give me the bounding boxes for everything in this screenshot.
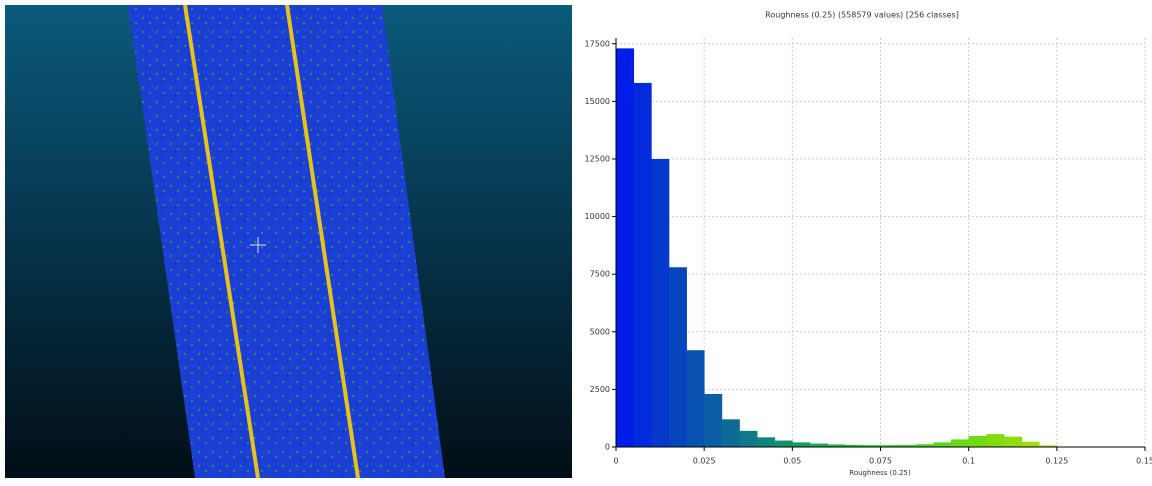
y-tick-label: 10000 [585,212,610,221]
y-tick-label: 5000 [590,327,610,336]
y-tick-label: 7500 [590,270,610,279]
bar [933,442,951,447]
bar [969,436,987,447]
bar [951,439,969,447]
bar [634,83,652,447]
x-tick-label: 0.1 [962,457,975,466]
x-tick-label: 0.125 [1045,457,1068,466]
bar [739,431,757,447]
x-tick-label: 0.15 [1136,457,1152,466]
bar [616,48,634,447]
bar [687,350,705,447]
x-tick-label: 0.075 [869,457,892,466]
y-tick-label: 0 [605,443,610,452]
bar [651,159,669,447]
bar [704,394,722,447]
point-cloud-view[interactable] [5,5,572,478]
bar [1022,442,1040,447]
chart-title: Roughness (0.25) (558579 values) [256 cl… [765,11,959,20]
y-tick-label: 2500 [590,385,610,394]
bar [722,419,740,447]
x-tick-label: 0.05 [783,457,801,466]
bar [757,437,775,447]
y-tick-label: 12500 [585,154,610,163]
histogram-panel: Roughness (0.25) (558579 values) [256 cl… [585,11,1152,478]
bar [986,434,1004,447]
x-axis-label: Roughness (0.25) [849,469,911,477]
bar [1004,437,1022,447]
bar [775,441,793,447]
bar [669,267,687,447]
y-tick-label: 15000 [585,97,610,106]
x-tick-label: 0.025 [693,457,716,466]
bar [810,444,828,447]
x-tick-label: 0 [613,457,618,466]
y-tick-label: 17500 [585,39,610,48]
bar [792,442,810,447]
